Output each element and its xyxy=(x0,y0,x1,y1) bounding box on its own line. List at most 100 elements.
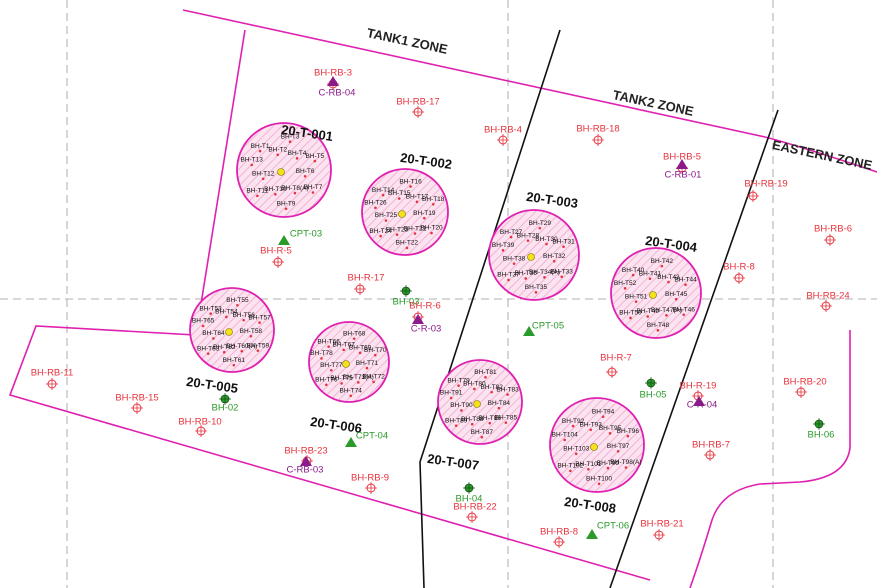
point-label: BH-RB-20 xyxy=(783,377,826,388)
point-label: BH-RB-19 xyxy=(744,179,787,190)
tank-borehole xyxy=(342,348,345,352)
tank-borehole xyxy=(457,384,460,387)
tank-borehole-label: BH-T18 xyxy=(422,196,445,203)
tank-borehole-label: BH-T85 xyxy=(495,414,518,421)
borehole-cross xyxy=(195,425,207,437)
tank-borehole-label: BH-T89 xyxy=(445,417,468,424)
tank-borehole-label: BH-T63 xyxy=(197,345,220,352)
tank-borehole-label: BH-T80 xyxy=(463,381,486,388)
tank-borehole-label: BH-T102 xyxy=(557,463,583,470)
tank-borehole-label: BH-T6 xyxy=(296,168,315,175)
tank-borehole xyxy=(212,337,215,340)
tank-borehole xyxy=(506,393,509,396)
tank-borehole-label: BH-T90 xyxy=(450,402,473,409)
tank-borehole-label: BH-T1 xyxy=(251,143,270,150)
tank-borehole xyxy=(674,297,678,301)
tank-borehole xyxy=(667,280,670,284)
tank-borehole xyxy=(405,246,409,250)
tank-borehole xyxy=(608,432,612,435)
tank-borehole xyxy=(256,194,259,198)
tank-borehole xyxy=(423,216,426,220)
tank-borehole xyxy=(222,350,226,354)
tank-borehole-label: BH-T74 xyxy=(340,387,363,394)
tank-borehole-label: BH-T4 xyxy=(288,150,307,157)
tank-borehole-label: BH-T78 xyxy=(310,350,333,357)
tank-borehole-label: BH-T26 xyxy=(364,200,387,207)
tank-borehole xyxy=(569,469,572,473)
tank-borehole xyxy=(373,353,377,357)
tank-borehole-label: BH-T42 xyxy=(651,258,674,265)
point-label: BH-06 xyxy=(808,430,835,441)
point-label: CPT-06 xyxy=(597,521,629,532)
tank-borehole-label: BH-T92 xyxy=(562,418,585,425)
tank-borehole xyxy=(682,313,686,317)
tank-borehole xyxy=(250,163,253,167)
borehole-cross xyxy=(824,234,836,246)
tank-borehole xyxy=(626,434,630,438)
point-label: BH-02 xyxy=(212,403,239,414)
tank-borehole xyxy=(325,383,328,387)
tank-borehole xyxy=(574,452,578,456)
tank-borehole xyxy=(684,283,687,287)
tank-borehole-label: BH-T73(A) xyxy=(343,374,374,381)
tank-borehole xyxy=(589,428,593,432)
tank-borehole-label: BH-T99 xyxy=(597,460,620,467)
tank-borehole-label: BH-T83 xyxy=(496,386,519,393)
tank-label: 20-T-003 xyxy=(525,189,579,211)
point-label: BH-RB-21 xyxy=(640,519,683,530)
tank-borehole xyxy=(560,275,564,279)
tank-borehole-label: BH-T48 xyxy=(647,322,670,329)
tank-borehole-label: BH-T12 xyxy=(252,171,275,178)
point-label: BH-RB-18 xyxy=(576,124,619,135)
tank-borehole-label: BH-T8(A) xyxy=(281,185,308,192)
tank-borehole-label: BH-T29 xyxy=(529,220,552,227)
tank-borehole xyxy=(430,231,433,235)
tank-borehole-label: BH-T82 xyxy=(480,384,503,391)
tank-borehole-label: BH-T65 xyxy=(192,318,215,325)
tank-label: 20-T-002 xyxy=(399,150,453,172)
tank-borehole-label: BH-T52 xyxy=(614,280,637,287)
point-label: CPT-05 xyxy=(532,321,564,332)
tank-borehole-label: BH-T62 xyxy=(213,344,236,351)
tank-borehole xyxy=(409,185,412,188)
tank-borehole xyxy=(201,324,205,328)
borehole-cross xyxy=(131,402,143,414)
tank-borehole xyxy=(384,219,388,222)
tank-borehole xyxy=(232,363,236,367)
tank-borehole-label: BH-T47(A) xyxy=(651,307,682,314)
borehole-cross xyxy=(733,272,745,284)
cone-symbol xyxy=(693,396,705,406)
tank-borehole xyxy=(293,191,297,195)
tank-borehole-label: BH-T15 xyxy=(388,190,411,197)
tank-borehole-label: BH-T94 xyxy=(592,408,615,415)
borehole-cross xyxy=(365,482,377,494)
tank-borehole-label: BH-T69 xyxy=(349,345,372,352)
tank-borehole-label: BH-T104 xyxy=(552,432,578,439)
tank-borehole xyxy=(490,390,493,394)
tank-borehole xyxy=(563,438,566,442)
tank-borehole-label: BH-T37 xyxy=(497,272,520,279)
tank-borehole-label: BH-T103 xyxy=(563,446,589,453)
tank-borehole-label: BH-T31 xyxy=(552,238,575,245)
cpt-symbol xyxy=(345,437,357,447)
tank-borehole xyxy=(225,315,228,319)
tank-borehole-label: BH-T30 xyxy=(535,236,558,243)
tank-borehole-label: BH-T87 xyxy=(471,429,494,436)
tank-borehole-label: BH-T88 xyxy=(461,416,484,423)
tank-borehole xyxy=(313,159,317,163)
tank-borehole-label: BH-T34(A) xyxy=(529,269,560,276)
tank-borehole-label: BH-T68 xyxy=(343,330,366,337)
borehole-cross xyxy=(592,134,604,146)
tank-borehole xyxy=(236,303,239,307)
tank-borehole xyxy=(242,318,245,322)
tank-borehole xyxy=(534,291,538,294)
tank-borehole-label: BH-T46 xyxy=(673,306,696,313)
tank-borehole xyxy=(258,149,262,153)
tank-borehole-label: BH-T50 xyxy=(619,310,642,317)
point-label: BH-R-8 xyxy=(723,262,755,273)
tank-borehole-label: BH-T60(A) xyxy=(226,343,257,350)
tank-borehole xyxy=(431,202,435,206)
tank-borehole xyxy=(660,264,664,268)
tank-borehole-label: BH-T91 xyxy=(440,390,463,397)
tank-borehole-label: BH-T16 xyxy=(399,178,422,185)
